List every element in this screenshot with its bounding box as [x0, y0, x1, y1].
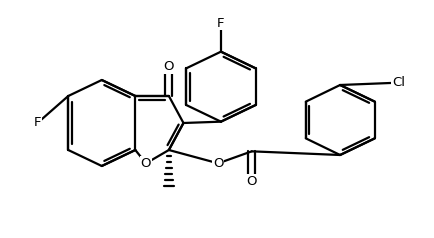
Text: O: O	[213, 157, 224, 170]
Text: F: F	[217, 17, 225, 30]
Text: F: F	[34, 116, 41, 129]
Text: O: O	[164, 60, 174, 73]
Text: Cl: Cl	[392, 76, 405, 89]
Text: O: O	[247, 175, 257, 188]
Text: O: O	[141, 157, 151, 170]
